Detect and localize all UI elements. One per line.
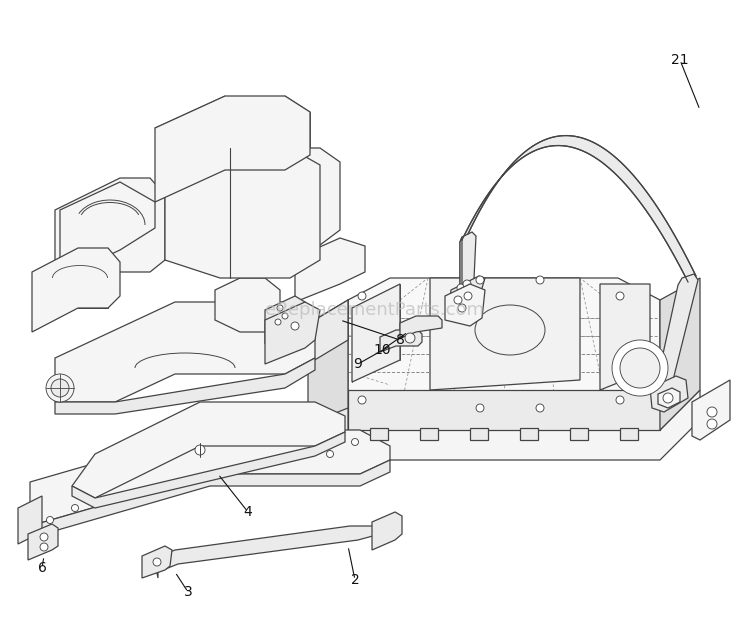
Polygon shape	[372, 512, 402, 550]
Circle shape	[40, 533, 48, 541]
Polygon shape	[55, 178, 165, 304]
Circle shape	[282, 313, 288, 319]
Polygon shape	[142, 546, 172, 578]
Polygon shape	[570, 428, 588, 440]
Polygon shape	[420, 428, 438, 440]
Circle shape	[476, 404, 484, 412]
Text: eReplacementParts.com: eReplacementParts.com	[266, 301, 484, 319]
Polygon shape	[55, 302, 315, 402]
Circle shape	[457, 284, 465, 292]
Text: 6: 6	[38, 561, 46, 575]
Polygon shape	[449, 276, 485, 308]
Circle shape	[612, 340, 668, 396]
Polygon shape	[60, 182, 155, 278]
Text: 21: 21	[671, 53, 688, 67]
Polygon shape	[348, 390, 660, 430]
Polygon shape	[215, 278, 280, 332]
Polygon shape	[462, 135, 696, 282]
Polygon shape	[520, 428, 538, 440]
Polygon shape	[32, 248, 120, 332]
Polygon shape	[265, 296, 305, 344]
Circle shape	[458, 290, 466, 298]
Circle shape	[326, 450, 334, 457]
Text: 3: 3	[184, 585, 192, 599]
Circle shape	[454, 296, 462, 304]
Polygon shape	[155, 558, 158, 578]
Circle shape	[40, 543, 48, 551]
Polygon shape	[620, 428, 638, 440]
Circle shape	[195, 445, 205, 455]
Polygon shape	[430, 278, 580, 390]
Circle shape	[458, 304, 466, 312]
Circle shape	[536, 404, 544, 412]
Polygon shape	[155, 96, 310, 202]
Circle shape	[358, 292, 366, 300]
Text: 8: 8	[395, 333, 404, 347]
Polygon shape	[308, 300, 348, 364]
Polygon shape	[308, 408, 348, 454]
Polygon shape	[660, 278, 700, 430]
Circle shape	[663, 393, 673, 403]
Circle shape	[463, 280, 471, 288]
Text: 10: 10	[374, 343, 391, 357]
Circle shape	[46, 374, 74, 402]
Polygon shape	[72, 402, 345, 498]
Polygon shape	[460, 232, 476, 285]
Circle shape	[291, 322, 299, 330]
Circle shape	[46, 516, 53, 523]
Polygon shape	[18, 496, 42, 544]
Polygon shape	[600, 284, 650, 390]
Circle shape	[620, 348, 660, 388]
Circle shape	[358, 396, 366, 404]
Polygon shape	[308, 300, 348, 454]
Polygon shape	[656, 274, 698, 390]
Circle shape	[277, 305, 283, 311]
Polygon shape	[28, 524, 58, 560]
Polygon shape	[265, 302, 320, 364]
Text: 9: 9	[353, 357, 362, 371]
Polygon shape	[692, 380, 730, 440]
Text: 2: 2	[350, 573, 359, 587]
Circle shape	[707, 407, 717, 417]
Circle shape	[352, 438, 358, 445]
Polygon shape	[155, 526, 380, 572]
Polygon shape	[445, 284, 485, 326]
Polygon shape	[308, 390, 700, 484]
Polygon shape	[380, 330, 422, 352]
Polygon shape	[658, 388, 680, 408]
Circle shape	[476, 276, 484, 284]
Polygon shape	[470, 428, 488, 440]
Polygon shape	[348, 278, 660, 412]
Polygon shape	[295, 238, 365, 302]
Text: 4: 4	[244, 505, 252, 519]
Polygon shape	[165, 148, 320, 278]
Circle shape	[616, 292, 624, 300]
Circle shape	[464, 292, 472, 300]
Circle shape	[707, 419, 717, 429]
Circle shape	[71, 504, 79, 511]
Circle shape	[405, 333, 415, 343]
Polygon shape	[55, 358, 315, 414]
Circle shape	[275, 319, 281, 325]
Circle shape	[51, 379, 69, 397]
Polygon shape	[650, 376, 688, 412]
Polygon shape	[285, 148, 340, 245]
Polygon shape	[30, 430, 390, 526]
Polygon shape	[656, 386, 660, 404]
Polygon shape	[30, 460, 390, 538]
Polygon shape	[400, 316, 442, 338]
Polygon shape	[370, 428, 388, 440]
Circle shape	[153, 558, 161, 566]
Polygon shape	[72, 432, 345, 508]
Polygon shape	[352, 284, 400, 382]
Polygon shape	[460, 237, 462, 290]
Circle shape	[536, 276, 544, 284]
Circle shape	[616, 396, 624, 404]
